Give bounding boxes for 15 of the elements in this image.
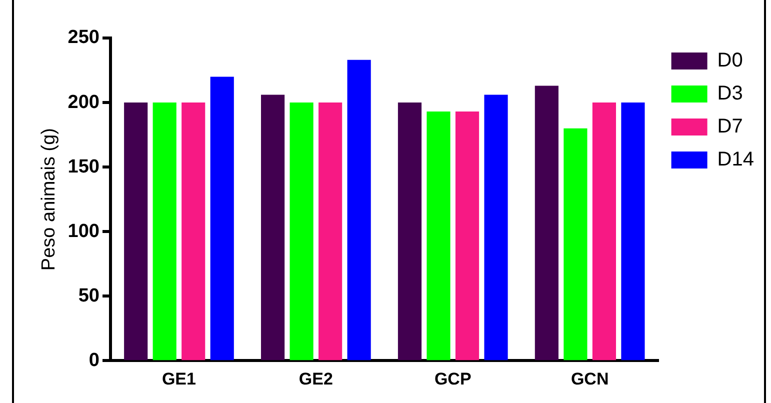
legend-label: D0 xyxy=(717,50,743,72)
y-tick-label: 250 xyxy=(68,27,100,48)
legend-label: D3 xyxy=(717,82,743,105)
y-tick-label: 0 xyxy=(88,350,100,371)
x-tick-label: GCN xyxy=(570,369,609,388)
y-tick-label: 200 xyxy=(68,92,100,113)
x-tick-label: GE1 xyxy=(162,369,196,388)
legend-label: D14 xyxy=(717,148,754,171)
y-tick-label: 50 xyxy=(78,285,100,306)
legend-label: D7 xyxy=(717,116,743,138)
x-tick-label: GCP xyxy=(434,369,472,388)
y-axis-title: Peso animais (g) xyxy=(38,128,60,271)
y-tick-label: 100 xyxy=(68,220,100,242)
x-tick-label: GE2 xyxy=(298,369,333,388)
y-tick-label: 150 xyxy=(68,156,100,178)
